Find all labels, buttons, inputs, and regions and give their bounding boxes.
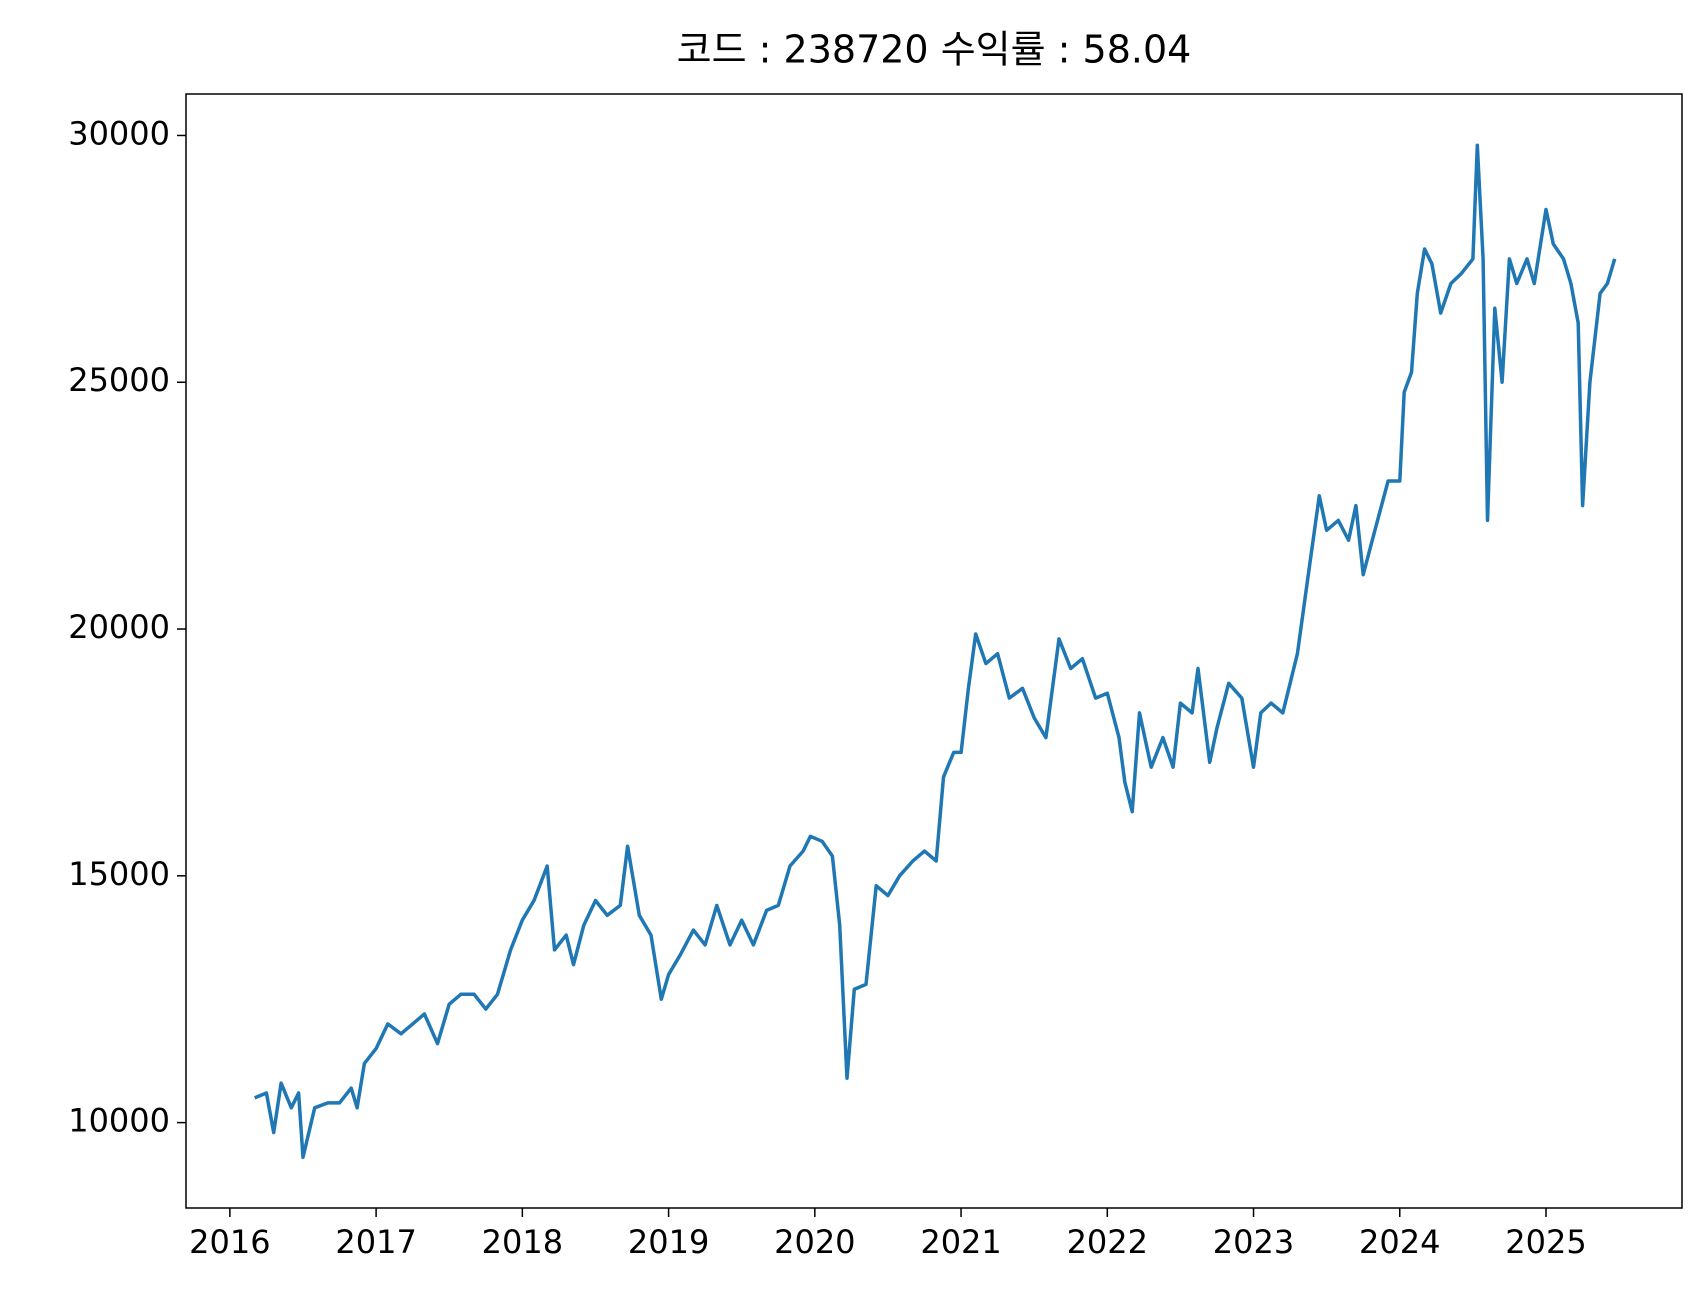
x-tick-label: 2021 [920, 1223, 1001, 1261]
line-series [254, 143, 1617, 1159]
y-tick-label: 20000 [68, 608, 170, 646]
plot-frame [185, 93, 1683, 1209]
chart-title: 코드 : 238720 수익률 : 58.04 [677, 28, 1192, 72]
x-tick-label: 2017 [335, 1223, 416, 1261]
y-tick-label: 25000 [68, 361, 170, 399]
x-tick-label: 2022 [1067, 1223, 1148, 1261]
y-tick-label: 15000 [68, 855, 170, 893]
x-tick-label: 2020 [774, 1223, 855, 1261]
x-tick-label: 2018 [482, 1223, 563, 1261]
x-tick-label: 2023 [1213, 1223, 1294, 1261]
x-tick-label: 2019 [628, 1223, 709, 1261]
x-tick-label: 2016 [189, 1223, 270, 1261]
x-tick-label: 2025 [1505, 1223, 1586, 1261]
y-tick-label: 10000 [68, 1102, 170, 1140]
x-tick-label: 2024 [1359, 1223, 1440, 1261]
y-tick-label: 30000 [68, 114, 170, 152]
